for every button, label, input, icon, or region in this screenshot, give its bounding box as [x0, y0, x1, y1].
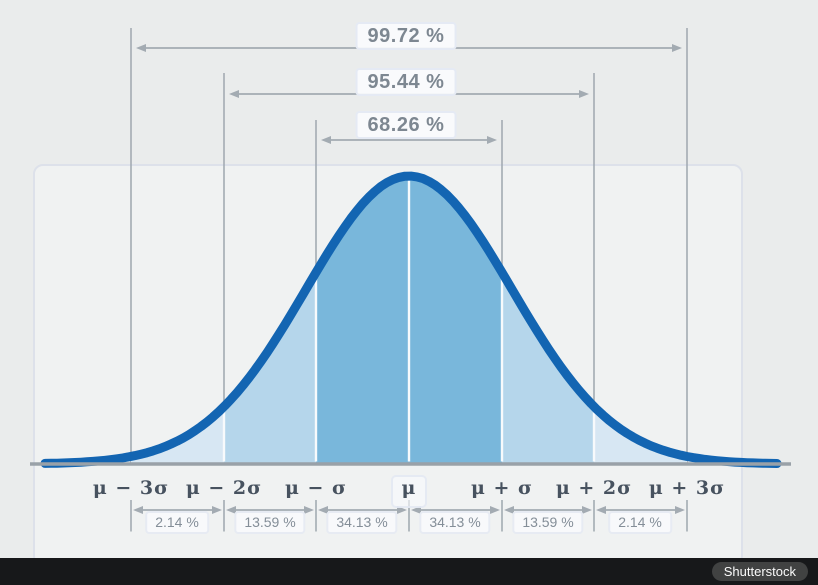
band-arrow-head-right — [304, 506, 314, 514]
area-band — [316, 176, 409, 463]
band-percent-6: 2.14 % — [608, 511, 672, 534]
coverage-label-1sigma: 68.26 % — [355, 111, 457, 139]
bell-curve-path — [40, 171, 782, 468]
band-arrow-head-right — [582, 506, 592, 514]
x-tick-mu-plus-sigma: μ + σ — [470, 477, 534, 499]
area-band — [131, 406, 224, 463]
band-arrow-head-left — [596, 506, 606, 514]
coverage-arrow-2sigma-head-right — [579, 90, 589, 98]
band-percent-3: 34.13 % — [326, 511, 398, 534]
band-arrow-head-right — [675, 506, 685, 514]
band-arrow-head-right — [212, 506, 222, 514]
band-percent-1: 2.14 % — [145, 511, 209, 534]
watermark-badge: Shutterstock — [711, 562, 808, 581]
coverage-arrow-1sigma-head-left — [321, 136, 331, 144]
band-percent-2: 13.59 % — [234, 511, 306, 534]
coverage-label-3sigma: 99.72 % — [355, 22, 457, 50]
band-arrow-head-left — [504, 506, 514, 514]
area-band — [409, 176, 502, 463]
band-arrow-head-left — [226, 506, 236, 514]
x-tick-mu-plus-2sigma: μ + 2σ — [555, 477, 633, 499]
band-arrow-head-left — [411, 506, 421, 514]
coverage-arrow-2sigma-head-left — [229, 90, 239, 98]
x-tick-mu-minus-sigma: μ − σ — [284, 477, 348, 499]
coverage-label-2sigma: 95.44 % — [355, 68, 457, 96]
band-arrow-head-left — [133, 506, 143, 514]
coverage-arrow-3sigma-head-left — [136, 44, 146, 52]
x-tick-mu-plus-3sigma: μ + 3σ — [648, 477, 726, 499]
mu-label-box — [391, 475, 427, 508]
x-tick-mu-minus-2sigma: μ − 2σ — [185, 477, 263, 499]
band-percent-5: 13.59 % — [512, 511, 584, 534]
coverage-arrow-1sigma-head-right — [487, 136, 497, 144]
bottom-letterbox-bar: Shutterstock — [0, 558, 818, 585]
area-band — [594, 406, 687, 463]
band-percent-4: 34.13 % — [419, 511, 491, 534]
band-arrow-head-left — [318, 506, 328, 514]
x-tick-mu: μ — [401, 477, 417, 499]
band-arrow-head-right — [490, 506, 500, 514]
coverage-arrow-3sigma-head-right — [672, 44, 682, 52]
x-tick-mu-minus-3sigma: μ − 3σ — [92, 477, 170, 499]
band-arrow-head-right — [397, 506, 407, 514]
